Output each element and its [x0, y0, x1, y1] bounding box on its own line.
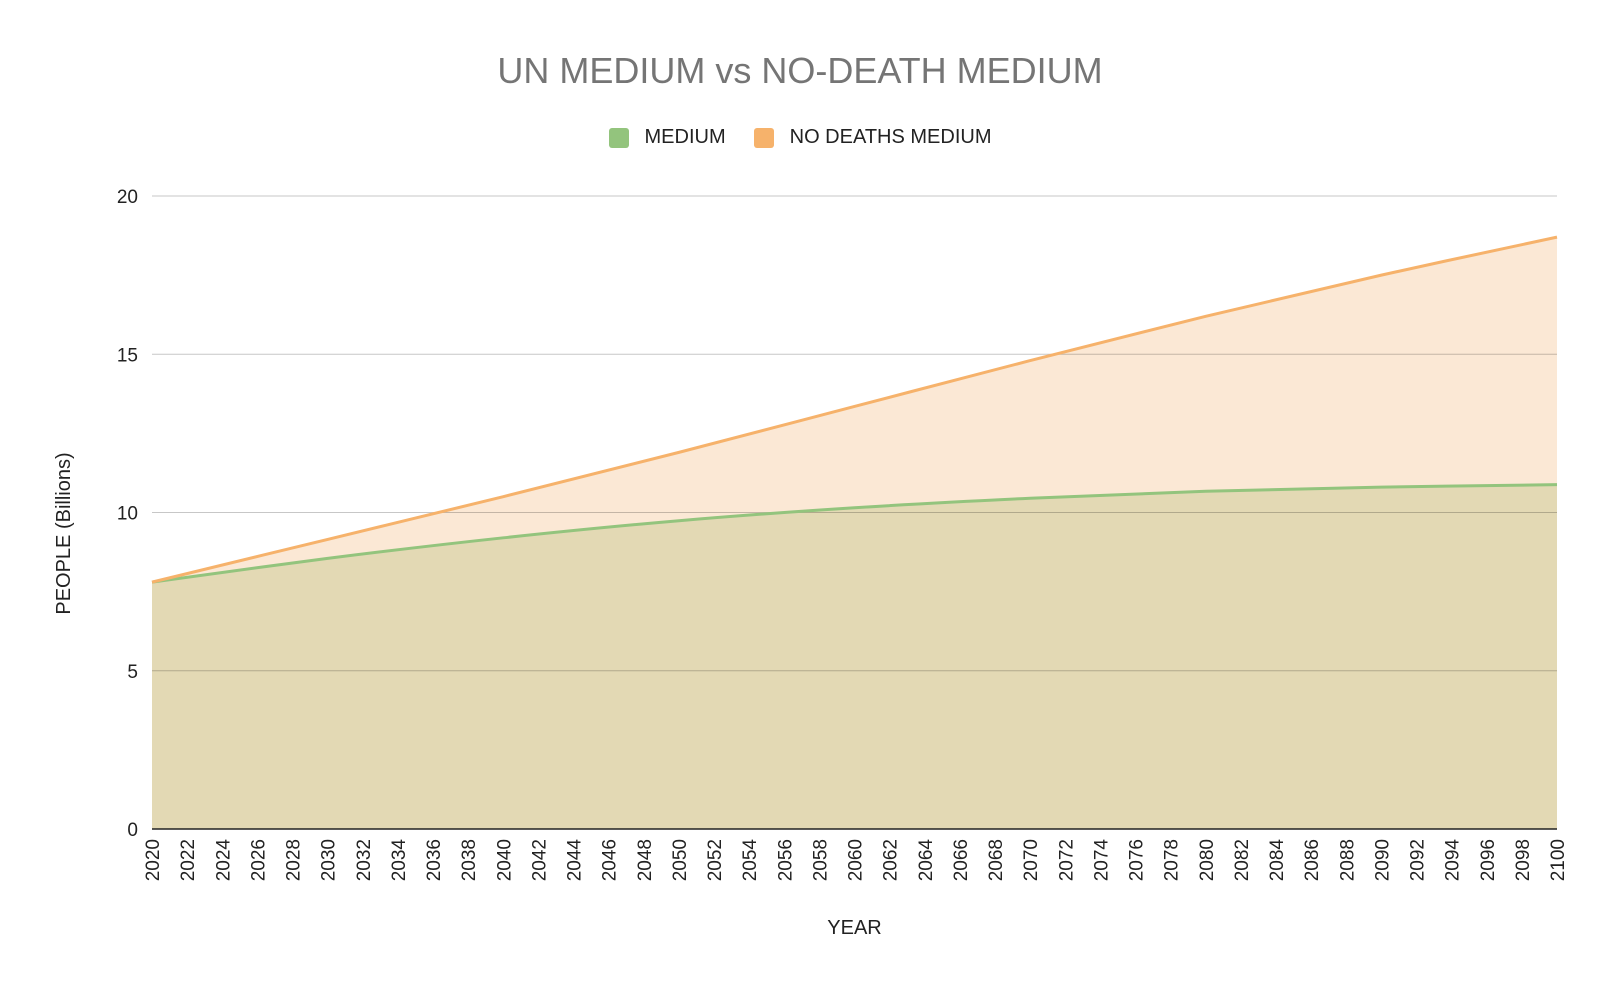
x-axis-title: YEAR — [827, 917, 881, 939]
legend-item-medium[interactable]: MEDIUM — [608, 126, 726, 149]
x-tick-label-2052: 2052 — [705, 839, 726, 881]
legend-label-medium: MEDIUM — [644, 126, 726, 148]
x-tick-label-2034: 2034 — [389, 839, 410, 882]
x-tick-label-2066: 2066 — [951, 839, 972, 881]
x-tick-label-2076: 2076 — [1127, 839, 1148, 881]
x-tick-label-2056: 2056 — [775, 839, 796, 881]
x-tick-label-2086: 2086 — [1302, 839, 1323, 881]
y-tick-label-20: 20 — [117, 187, 138, 208]
x-tick-label-2074: 2074 — [1091, 839, 1112, 882]
x-tick-label-2038: 2038 — [459, 839, 480, 881]
x-tick-label-2060: 2060 — [846, 839, 867, 881]
area-medium — [152, 484, 1557, 829]
x-tick-label-2068: 2068 — [986, 839, 1007, 881]
x-tick-label-2024: 2024 — [213, 839, 234, 882]
x-tick-label-2044: 2044 — [565, 839, 586, 882]
x-tick-label-2020: 2020 — [143, 839, 164, 881]
x-tick-label-2070: 2070 — [1021, 839, 1042, 881]
y-axis-title: PEOPLE (Billions) — [53, 452, 75, 614]
legend: MEDIUM NO DEATHS MEDIUM — [0, 126, 1600, 149]
x-tick-label-2090: 2090 — [1372, 839, 1393, 881]
chart-title: UN MEDIUM vs NO-DEATH MEDIUM — [497, 50, 1103, 91]
legend-label-no-deaths-medium: NO DEATHS MEDIUM — [789, 126, 992, 148]
x-tick-label-2084: 2084 — [1267, 839, 1288, 882]
x-tick-label-2098: 2098 — [1513, 839, 1534, 881]
x-tick-label-2046: 2046 — [600, 839, 621, 881]
x-tick-label-2094: 2094 — [1443, 839, 1464, 882]
legend-swatch-no-deaths-medium — [753, 127, 774, 148]
x-tick-label-2080: 2080 — [1197, 839, 1218, 881]
x-tick-label-2054: 2054 — [740, 839, 761, 882]
x-tick-label-2082: 2082 — [1232, 839, 1253, 881]
x-tick-label-2032: 2032 — [354, 839, 375, 881]
x-tick-label-2040: 2040 — [494, 839, 515, 881]
x-tick-label-2100: 2100 — [1548, 839, 1569, 881]
x-tick-label-2036: 2036 — [424, 839, 445, 881]
line-medium — [151, 483, 1558, 584]
y-tick-label-5: 5 — [127, 662, 138, 683]
x-tick-label-2026: 2026 — [248, 839, 269, 881]
x-tick-label-2088: 2088 — [1337, 839, 1358, 881]
y-tick-label-15: 15 — [117, 345, 138, 366]
legend-item-no-deaths-medium[interactable]: NO DEATHS MEDIUM — [753, 126, 992, 149]
x-tick-label-2030: 2030 — [319, 839, 340, 881]
x-tick-label-2050: 2050 — [670, 839, 691, 881]
x-tick-label-2022: 2022 — [178, 839, 199, 881]
x-tick-label-2028: 2028 — [284, 839, 305, 881]
x-tick-label-2042: 2042 — [529, 839, 550, 881]
x-tick-label-2058: 2058 — [810, 839, 831, 881]
y-tick-label-10: 10 — [117, 504, 138, 525]
x-tick-label-2072: 2072 — [1056, 839, 1077, 881]
x-tick-label-2096: 2096 — [1478, 839, 1499, 881]
x-tick-label-2078: 2078 — [1162, 839, 1183, 881]
x-tick-label-2048: 2048 — [635, 839, 656, 881]
legend-swatch-medium — [608, 127, 629, 148]
y-tick-label-0: 0 — [127, 820, 138, 841]
x-tick-label-2064: 2064 — [916, 839, 937, 882]
x-tick-label-2092: 2092 — [1408, 839, 1429, 881]
line-no-deaths-medium — [151, 235, 1558, 584]
x-tick-label-2062: 2062 — [881, 839, 902, 881]
